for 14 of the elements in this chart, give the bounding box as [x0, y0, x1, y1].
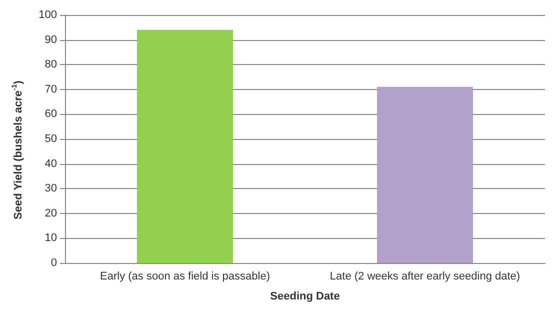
- y-tick-label: 60: [44, 108, 57, 120]
- y-tick-label: 80: [44, 58, 57, 71]
- y-tick-label: 50: [44, 133, 57, 145]
- y-tick-label: 100: [38, 9, 57, 21]
- y-tick-label: 70: [44, 83, 57, 96]
- y-tick-label: 0: [50, 257, 57, 269]
- y-tick-label: 20: [44, 207, 57, 220]
- y-tick-label: 90: [44, 34, 57, 46]
- x-axis-title: Seeding Date: [270, 290, 340, 302]
- y-tick-label: 30: [44, 182, 57, 195]
- y-tick-label: 10: [44, 232, 57, 244]
- x-tick-label: Early (as soon as field is passable): [100, 270, 270, 282]
- x-tick-label: Late (2 weeks after early seeding date): [330, 270, 520, 282]
- y-tick-label: 40: [44, 158, 57, 170]
